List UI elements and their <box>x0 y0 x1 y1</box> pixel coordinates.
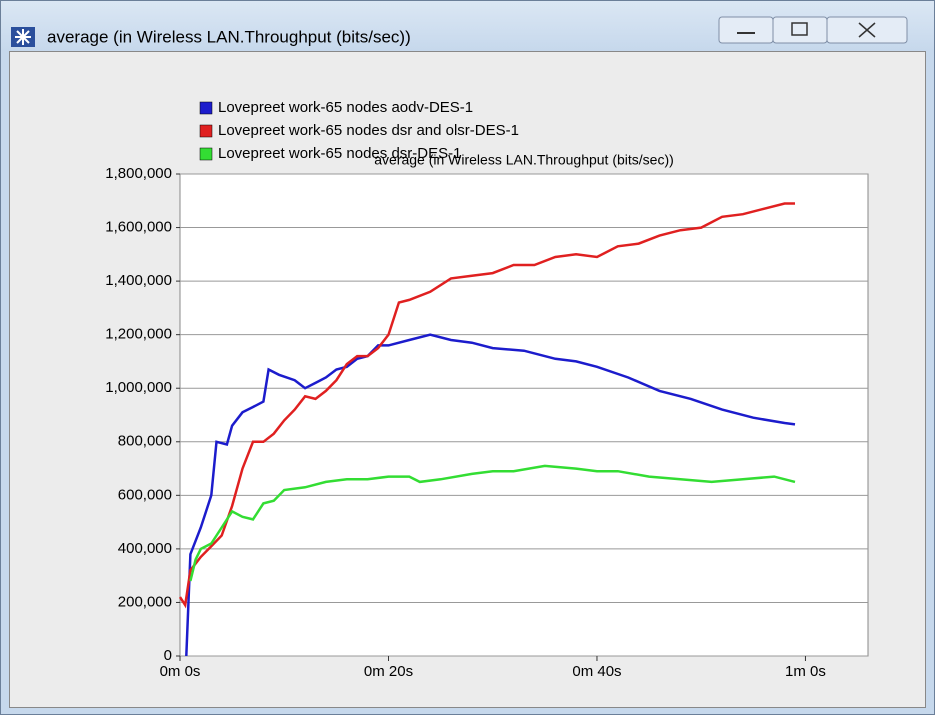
legend-label: Lovepreet work-65 nodes aodv-DES-1 <box>218 99 473 116</box>
y-tick-label: 1,400,000 <box>105 272 172 289</box>
window-buttons[interactable] <box>718 16 908 44</box>
x-tick-label: 0m 20s <box>364 663 413 680</box>
maximize-button[interactable] <box>772 16 828 44</box>
series-line <box>178 202 795 609</box>
legend-swatch <box>199 124 213 138</box>
y-tick-label: 600,000 <box>118 486 172 503</box>
series-line <box>189 464 796 582</box>
y-tick-label: 1,600,000 <box>105 219 172 236</box>
y-tick-label: 1,200,000 <box>105 326 172 343</box>
close-glyph <box>858 22 876 38</box>
legend-swatch <box>199 101 213 115</box>
y-tick-label: 0 <box>164 647 172 664</box>
title-bar: average (in Wireless LAN.Throughput (bit… <box>11 16 908 47</box>
x-tick-label: 0m 40s <box>572 663 621 680</box>
plot-area <box>179 173 869 657</box>
chart: average (in Wireless LAN.Throughput (bit… <box>105 99 869 680</box>
legend-label: Lovepreet work-65 nodes dsr and olsr-DES… <box>218 122 519 139</box>
y-tick-label: 800,000 <box>118 433 172 450</box>
legend-label: Lovepreet work-65 nodes dsr-DES-1 <box>218 145 461 162</box>
y-tick-label: 400,000 <box>118 540 172 557</box>
minimize-button[interactable] <box>718 16 774 44</box>
chart-title: average (in Wireless LAN.Throughput (bit… <box>374 152 674 168</box>
chart-panel: average (in Wireless LAN.Throughput (bit… <box>9 51 926 708</box>
legend-swatch <box>199 147 213 161</box>
window-title: average (in Wireless LAN.Throughput (bit… <box>47 27 411 46</box>
app-icon-glyph <box>15 29 31 45</box>
x-tick-label: 1m 0s <box>785 663 826 680</box>
y-tick-label: 1,800,000 <box>105 165 172 182</box>
y-tick-label: 1,000,000 <box>105 379 172 396</box>
y-tick-label: 200,000 <box>118 593 172 610</box>
x-tick-label: 0m 0s <box>160 663 201 680</box>
maximize-glyph <box>791 22 808 36</box>
series-line <box>185 333 796 657</box>
